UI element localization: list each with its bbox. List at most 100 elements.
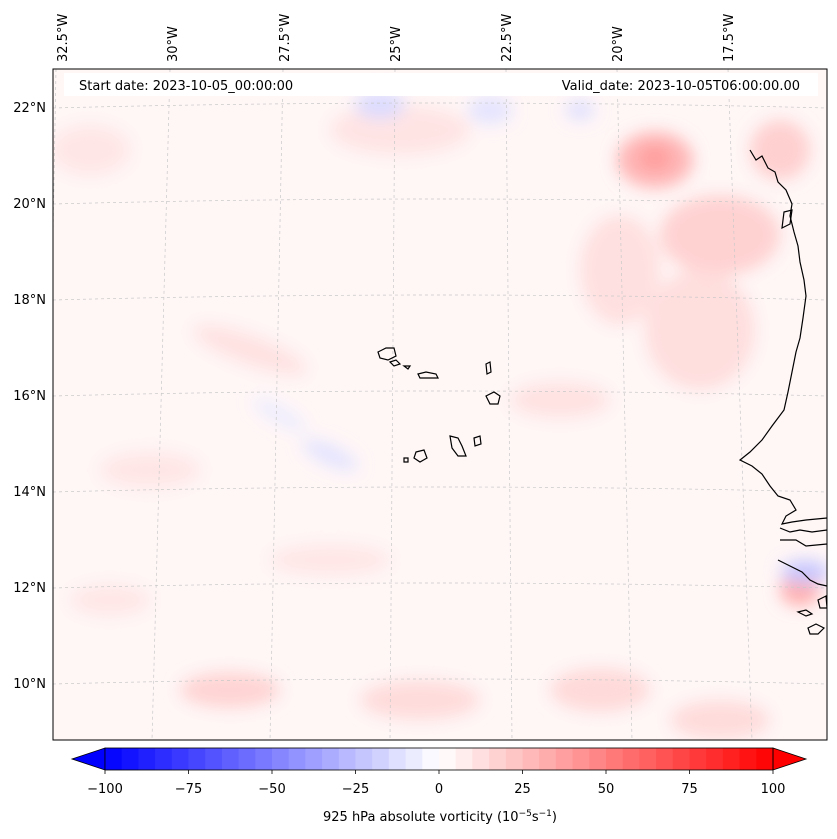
colorbar-cell [171, 748, 189, 770]
colorbar-cell [322, 748, 340, 770]
colorbar-cell [722, 748, 741, 770]
vorticity-patch [193, 325, 307, 375]
colorbar-cell [405, 748, 423, 770]
colorbar-label-suffix: ) [552, 810, 557, 825]
colorbar-cell [572, 748, 590, 770]
vorticity-patch [645, 270, 755, 390]
colorbar-cell [756, 748, 774, 770]
colorbar-cell [739, 748, 757, 770]
colorbar-cell [138, 748, 156, 770]
cape-verde-islands [377, 347, 501, 463]
lon-tick-label: 17.5°W [722, 14, 737, 62]
lat-gridline [53, 102, 827, 109]
vorticity-patch [330, 105, 470, 155]
vorticity-patch [670, 700, 770, 740]
island-sao-nicolau [417, 371, 439, 379]
vorticity-patch [355, 91, 405, 119]
vorticity-patch [53, 125, 130, 175]
colorbar-cell [622, 748, 640, 770]
lon-tick-label: 25°W [389, 26, 404, 62]
colorbar-label: 925 hPa absolute vorticity (10−5s−1) [323, 809, 557, 825]
vorticity-patch [360, 680, 480, 720]
colorbar-cell [121, 748, 139, 770]
lon-tick-label: 20°W [611, 26, 626, 62]
colorbar-cell [689, 748, 707, 770]
colorbar-label-exponent: −5 [519, 809, 532, 819]
colorbar-label-exponent: −1 [539, 809, 552, 819]
map-panel: Start date: 2023-10-05_00:00:00 Valid_da… [53, 69, 827, 740]
lon-tick-label: 30°W [166, 26, 181, 62]
colorbar-cell [205, 748, 223, 770]
colorbar-label-unit: s [532, 810, 539, 825]
valid-date-label: Valid_date: 2023-10-05T06:00:00.00 [562, 79, 800, 94]
vorticity-patch [750, 120, 810, 180]
vorticity-patch [253, 398, 307, 432]
colorbar-ticks: −100 −75 −50 −25 0 25 50 75 100 [87, 770, 785, 797]
colorbar-cell [489, 748, 507, 770]
colorbar-cell [422, 748, 440, 770]
lat-tick-label: 18°N [13, 293, 46, 308]
lon-gridline [727, 69, 753, 740]
colorbar-cell [221, 748, 240, 770]
vorticity-patch [639, 146, 671, 170]
island-santo-antao [377, 347, 397, 361]
lon-gridline [616, 69, 633, 740]
colorbar: −100 −75 −50 −25 0 25 50 75 100 925 hPa … [70, 747, 808, 825]
island-sao-vicente [388, 359, 402, 367]
island-fogo [413, 449, 428, 463]
colorbar-cell [338, 748, 356, 770]
vorticity-patch [180, 672, 280, 708]
colorbar-cell [155, 748, 173, 770]
lon-tick-label: 27.5°W [278, 14, 293, 62]
vorticity-patch [510, 382, 610, 418]
lat-gridline [53, 678, 827, 685]
vorticity-patch [550, 668, 650, 712]
lat-tick-label: 22°N [13, 101, 46, 116]
vorticity-patch [270, 545, 390, 575]
colorbar-cell [539, 748, 557, 770]
lat-tick-label: 16°N [13, 389, 46, 404]
africa-coastline [738, 149, 827, 525]
colorbar-tick-label: 75 [681, 782, 698, 797]
lon-gridline [269, 69, 284, 740]
colorbar-cell [606, 748, 624, 770]
lon-gridline [389, 69, 396, 740]
colorbar-tick-label: −75 [175, 782, 202, 797]
lon-tick-labels: 32.5°W 30°W 27.5°W 25°W 22.5°W 20°W 17.5… [56, 14, 737, 62]
lat-gridline [53, 198, 827, 205]
colorbar-cell [439, 748, 457, 770]
island-maio [473, 435, 482, 447]
vorticity-patch [566, 100, 594, 120]
colorbar-cell [272, 748, 290, 770]
lat-gridline [53, 294, 827, 301]
colorbar-cell [589, 748, 607, 770]
colorbar-tick-label: 50 [598, 782, 615, 797]
vorticity-patch [580, 215, 660, 325]
colorbar-tick-label: 25 [514, 782, 531, 797]
lon-tick-label: 32.5°W [56, 14, 71, 62]
vorticity-patch [660, 195, 780, 275]
vorticity-patch [302, 439, 358, 471]
colorbar-cell [522, 748, 540, 770]
colorbar-cell [355, 748, 373, 770]
lat-gridline [53, 486, 827, 493]
colorbar-tick-label: 0 [435, 782, 443, 797]
map-frame [52, 68, 828, 741]
lat-gridline [53, 390, 827, 397]
island-brava [403, 457, 409, 463]
lat-tick-label: 20°N [13, 197, 46, 212]
lon-gridline [151, 69, 171, 740]
colorbar-cell [372, 748, 390, 770]
gambia-coastline [779, 527, 827, 547]
colorbar-cell [238, 748, 256, 770]
guinea-bissau-coastline [777, 559, 827, 587]
vorticity-patch [70, 585, 150, 615]
vorticity-field [53, 91, 827, 740]
colorbar-extend-min [70, 747, 106, 771]
colorbar-tick-label: −50 [258, 782, 285, 797]
island-sal [485, 361, 492, 375]
colorbar-label-prefix: 925 hPa absolute vorticity (10 [323, 810, 519, 825]
lon-gridline [505, 69, 513, 740]
colorbar-cells [105, 748, 774, 770]
